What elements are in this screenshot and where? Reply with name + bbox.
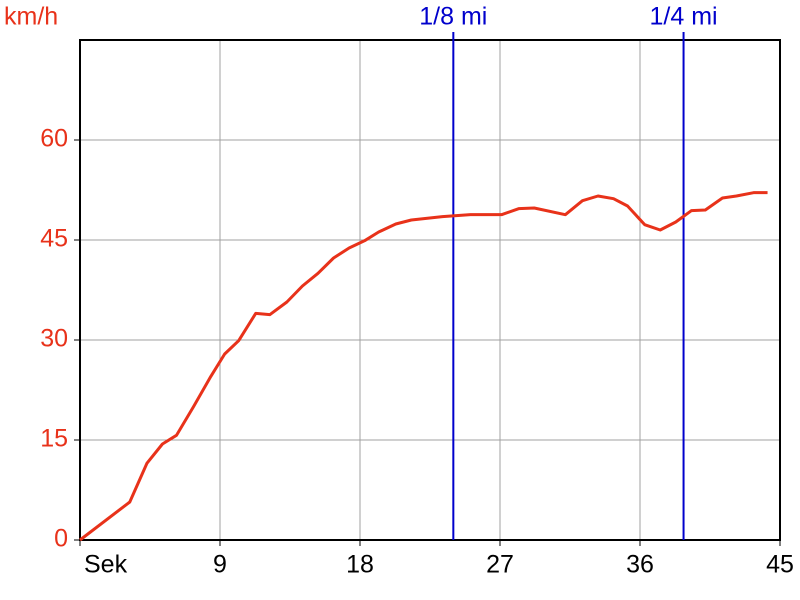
y-axis-label: km/h bbox=[4, 3, 58, 31]
y-tick-label: 45 bbox=[40, 225, 68, 253]
y-tick-label: 15 bbox=[40, 425, 68, 453]
y-tick-label: 30 bbox=[40, 325, 68, 353]
x-tick-label: Sek bbox=[84, 551, 128, 579]
y-tick-label: 60 bbox=[40, 125, 68, 153]
speed-line bbox=[79, 191, 768, 542]
distance-marker-label: 1/8 mi bbox=[419, 3, 487, 31]
y-tick-label: 0 bbox=[54, 525, 68, 553]
x-tick-label: 9 bbox=[213, 551, 227, 579]
x-tick-label: 27 bbox=[486, 551, 514, 579]
plot-frame bbox=[79, 39, 781, 541]
x-tick-label: 36 bbox=[626, 551, 654, 579]
distance-marker-label: 1/4 mi bbox=[650, 3, 718, 31]
x-tick-label: 18 bbox=[346, 551, 374, 579]
x-tick-label: 45 bbox=[766, 551, 794, 579]
